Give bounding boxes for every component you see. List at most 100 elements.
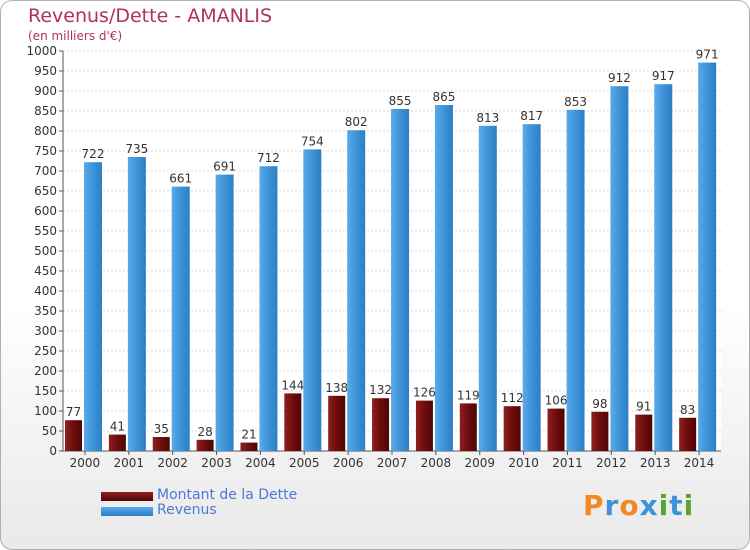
bar-revenue (698, 62, 717, 451)
logo-letter: t (669, 489, 684, 522)
y-tick-label: 750 (34, 144, 57, 158)
data-label-debt: 83 (680, 403, 695, 417)
y-tick-label: 150 (34, 384, 57, 398)
bar-revenue (566, 109, 585, 452)
y-tick-label: 1000 (26, 44, 57, 58)
bar-revenue (434, 105, 453, 451)
x-tick-label: 2002 (157, 456, 188, 470)
bar-debt (328, 395, 346, 451)
logo-letter: i (683, 489, 695, 522)
x-tick-label: 2007 (377, 456, 408, 470)
data-label-debt: 98 (592, 397, 607, 411)
y-tick-label: 650 (34, 184, 57, 198)
chart-title: Revenus/Dette - AMANLIS (28, 5, 273, 27)
x-tick-label: 2004 (245, 456, 276, 470)
bar-debt (372, 398, 390, 451)
bar-revenue (654, 84, 673, 451)
data-label-revenue: 855 (389, 94, 412, 108)
data-label-revenue: 661 (169, 172, 192, 186)
y-tick-label: 700 (34, 164, 57, 178)
logo-letter: x (639, 489, 659, 522)
data-label-debt: 119 (457, 388, 480, 402)
data-label-revenue: 917 (652, 69, 675, 83)
bar-debt (503, 406, 521, 451)
data-label-debt: 77 (66, 405, 81, 419)
bar-debt (415, 400, 433, 451)
bar-debt (284, 393, 302, 451)
data-label-debt: 21 (241, 428, 256, 442)
bar-debt (459, 403, 477, 451)
y-tick-label: 850 (34, 104, 57, 118)
bar-revenue (303, 149, 322, 451)
y-tick-label: 350 (34, 304, 57, 318)
data-label-revenue: 813 (476, 111, 499, 125)
y-tick-label: 200 (34, 364, 57, 378)
y-tick-label: 900 (34, 84, 57, 98)
bar-revenue (127, 157, 146, 451)
x-tick-label: 2001 (114, 456, 145, 470)
data-label-debt: 91 (636, 400, 651, 414)
data-label-debt: 138 (325, 381, 348, 395)
data-label-debt: 28 (197, 425, 212, 439)
data-label-debt: 132 (369, 383, 392, 397)
chart-subtitle: (en milliers d'€) (28, 29, 123, 43)
logo-letter: i (658, 489, 670, 522)
y-tick-label: 450 (34, 264, 57, 278)
bar-revenue (84, 162, 102, 451)
data-label-revenue: 853 (564, 95, 587, 109)
data-label-revenue: 712 (257, 151, 280, 165)
logo-letter: r (604, 489, 620, 522)
data-label-revenue: 912 (608, 71, 631, 85)
y-tick-label: 800 (34, 124, 57, 138)
bar-debt (108, 434, 126, 451)
y-tick-label: 100 (34, 404, 57, 418)
legend-label-debt: Montant de la Dette (157, 487, 298, 503)
legend-swatch-debt (101, 492, 153, 501)
bar-debt (65, 420, 82, 451)
bar-revenue (478, 125, 497, 452)
y-tick-label: 250 (34, 344, 57, 358)
x-tick-label: 2005 (289, 456, 320, 470)
bar-debt (591, 411, 609, 451)
x-tick-label: 2003 (201, 456, 232, 470)
x-tick-label: 2000 (70, 456, 101, 470)
data-label-revenue: 971 (696, 48, 719, 62)
x-tick-label: 2008 (421, 456, 452, 470)
y-tick-label: 0 (49, 444, 57, 458)
x-tick-label: 2011 (552, 456, 583, 470)
data-label-debt: 112 (501, 391, 524, 405)
y-tick-label: 50 (42, 424, 57, 438)
y-tick-label: 400 (34, 284, 57, 298)
data-label-revenue: 722 (82, 147, 105, 161)
data-label-revenue: 735 (125, 142, 148, 156)
data-label-revenue: 802 (345, 115, 368, 129)
bar-revenue (171, 186, 190, 451)
bar-revenue (610, 86, 629, 451)
x-tick-label: 2010 (508, 456, 539, 470)
y-tick-label: 500 (34, 244, 57, 258)
bar-debt (679, 417, 697, 451)
bar-debt (152, 437, 170, 451)
bar-debt (547, 408, 565, 451)
y-tick-label: 550 (34, 224, 57, 238)
y-tick-label: 600 (34, 204, 57, 218)
x-tick-label: 2013 (640, 456, 671, 470)
data-label-revenue: 817 (520, 109, 543, 123)
bar-debt (196, 439, 214, 451)
data-label-debt: 126 (413, 386, 436, 400)
data-label-debt: 35 (154, 422, 169, 436)
bar-debt (635, 414, 653, 451)
logo-letter: P (583, 489, 605, 522)
data-label-debt: 41 (110, 420, 125, 434)
bar-revenue (391, 109, 410, 451)
bar-revenue (347, 130, 366, 451)
data-label-revenue: 754 (301, 134, 324, 148)
x-tick-label: 2006 (333, 456, 364, 470)
legend-swatch-revenue (101, 507, 153, 516)
bar-debt (240, 442, 258, 451)
y-tick-label: 300 (34, 324, 57, 338)
bar-revenue (259, 166, 278, 451)
y-tick-label: 950 (34, 64, 57, 78)
proxiti-logo: Proxiti (583, 489, 694, 522)
